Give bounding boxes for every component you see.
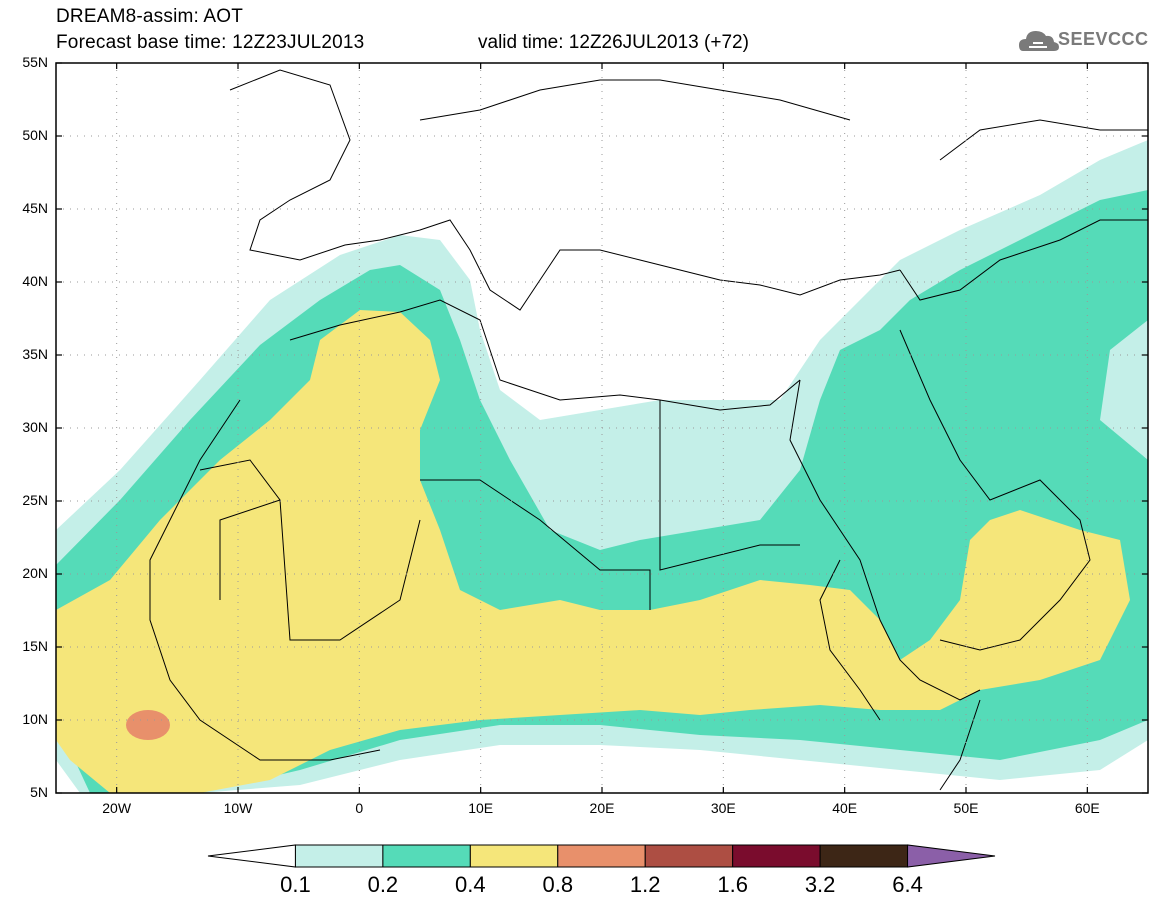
colorbar-label: 1.2 <box>629 872 661 897</box>
colorbar-segment <box>557 844 646 868</box>
map-title: DREAM8-assim: AOT <box>56 6 244 27</box>
colorbar-segment <box>469 844 559 868</box>
lat-label: 10N <box>22 711 48 727</box>
lat-label: 25N <box>22 492 48 508</box>
lat-label: 15N <box>22 638 48 654</box>
lat-label: 40N <box>22 273 48 289</box>
colorbar-label: 1.6 <box>717 872 748 897</box>
cloud-icon <box>1019 31 1059 51</box>
lon-label: 50E <box>953 800 979 816</box>
colorbar-label: 0.8 <box>542 872 574 897</box>
colorbar-label: 0.4 <box>455 872 486 897</box>
colorbar-label: 6.4 <box>892 872 923 897</box>
valid-time: valid time: 12Z26JUL2013 (+72) <box>478 32 749 53</box>
lon-label: 10E <box>468 800 494 816</box>
aot-region-0.4 <box>56 310 1130 793</box>
lat-label: 50N <box>22 127 48 143</box>
colorbar-segment <box>732 844 821 868</box>
lat-label: 30N <box>22 419 48 435</box>
lat-label: 5N <box>30 784 48 800</box>
lon-label: 30E <box>710 800 736 816</box>
lat-label: 55N <box>22 54 48 70</box>
coastlines <box>149 69 1148 791</box>
aot-region-0.8 <box>126 710 170 740</box>
colorbar <box>207 844 996 868</box>
lon-label: 0 <box>355 800 364 816</box>
colorbar-label: 0.1 <box>280 872 311 897</box>
colorbar-segment <box>907 844 996 868</box>
lon-label: 20E <box>589 800 615 816</box>
forecast-base-time: Forecast base time: 12Z23JUL2013 <box>56 32 365 53</box>
lat-label: 20N <box>22 565 48 581</box>
lon-label: 60E <box>1074 800 1100 816</box>
lon-label: 10W <box>223 800 253 816</box>
lon-label: 20W <box>102 800 132 816</box>
colorbar-segment <box>294 844 384 868</box>
colorbar-label: 3.2 <box>804 872 836 897</box>
colorbar-segment <box>819 844 909 868</box>
graticule <box>56 63 1148 793</box>
lat-label: 45N <box>22 200 48 216</box>
colorbar-segment <box>644 844 734 868</box>
lon-label: 40E <box>832 800 858 816</box>
colorbar-segment <box>207 844 296 868</box>
logo-text: SEEVCCC <box>1058 29 1149 49</box>
lat-label: 35N <box>22 346 48 362</box>
colorbar-segment <box>382 844 471 868</box>
colorbar-label: 0.2 <box>367 872 399 897</box>
